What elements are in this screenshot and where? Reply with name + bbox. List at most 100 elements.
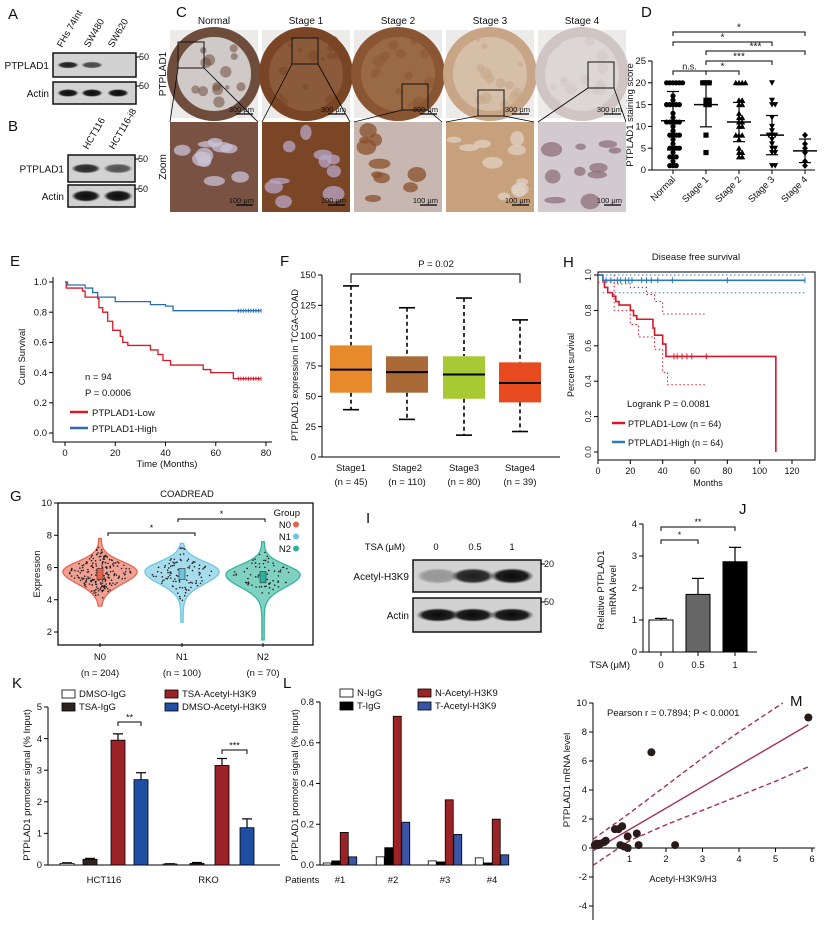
x-tick-label: 3	[700, 854, 705, 865]
sample-point	[191, 562, 193, 565]
sample-point	[89, 577, 91, 579]
plot-frame	[57, 502, 314, 646]
sample-point	[254, 558, 256, 560]
sample-point	[244, 581, 247, 584]
sample-point	[198, 564, 201, 566]
sample-point	[112, 565, 115, 567]
legend-label: PTPLAD1-Low (n = 64)	[628, 419, 721, 429]
sample-point	[258, 566, 261, 569]
data-point	[664, 80, 670, 86]
sample-point	[122, 564, 125, 567]
scale-bar-label: 300 μm	[321, 105, 346, 114]
tissue-texture	[549, 83, 558, 91]
sample-point	[95, 565, 98, 567]
x-axis-label: Acetyl-H3K9/H3	[649, 874, 717, 885]
lane-label: HCT116-i8	[107, 107, 139, 152]
n-label: (n = 70)	[246, 668, 279, 679]
y-tick-label: 0.0	[301, 860, 314, 871]
legend-swatch	[417, 688, 432, 698]
ihc-column-title: Stage 2	[381, 16, 416, 27]
p-value-label: P = 0.02	[418, 259, 453, 270]
sample-point	[182, 553, 185, 555]
blot-band	[57, 61, 79, 69]
bar	[436, 861, 446, 866]
y-tick-label: 10	[41, 498, 52, 509]
sample-point	[97, 587, 99, 590]
y-tick-label: 25	[635, 56, 646, 67]
tissue-core	[264, 32, 348, 116]
tissue-texture	[495, 78, 506, 88]
y-tick-label: 8	[47, 530, 52, 541]
y-axis-label: mRNA level	[608, 565, 619, 615]
sample-point	[183, 548, 186, 550]
scale-bar-label: 100 μm	[505, 196, 530, 205]
y-tick-label: 0	[582, 843, 587, 854]
x-tick-label: Stage 3	[746, 174, 777, 205]
scale-bar-label: 300 μm	[229, 105, 254, 114]
sample-point	[194, 561, 196, 563]
blot-row-label: Actin	[27, 89, 49, 100]
sample-point	[99, 587, 102, 589]
sample-point	[94, 560, 97, 562]
sample-point	[129, 572, 132, 574]
sample-point	[182, 547, 184, 549]
chart-title: COADREAD	[160, 489, 214, 500]
zoom-region-box	[401, 83, 429, 111]
tissue-texture	[333, 50, 343, 60]
data-point	[772, 163, 779, 169]
lane-label: 0.5	[468, 542, 481, 553]
blot-band	[81, 61, 103, 69]
tissue-texture	[302, 83, 309, 90]
sample-point	[87, 568, 89, 571]
molecular-weight-marker: 50	[139, 52, 149, 62]
sample-point	[94, 594, 97, 597]
significance-label: **	[694, 517, 702, 527]
sample-point	[272, 588, 274, 591]
legend-label: PTPLAD1-High	[92, 424, 157, 435]
gland-structure	[373, 172, 390, 184]
sample-point	[252, 559, 254, 561]
scale-bar-label: 100 μm	[321, 196, 346, 205]
sample-point	[263, 559, 265, 562]
tissue-texture	[213, 96, 225, 108]
data-point	[667, 163, 673, 169]
significance-label: *	[220, 509, 224, 519]
sample-point	[103, 577, 106, 579]
data-point	[676, 132, 683, 138]
bar	[427, 860, 437, 866]
sample-point	[277, 586, 280, 588]
sample-point	[101, 563, 104, 565]
sample-point	[87, 576, 89, 578]
legend-label: TSA-Acetyl-H3K9	[182, 689, 256, 700]
sample-point	[80, 569, 83, 572]
sample-point	[101, 565, 103, 567]
sample-point	[108, 558, 111, 561]
zoom-region-box	[477, 89, 505, 117]
sample-point	[281, 566, 284, 569]
blot-band	[490, 608, 534, 622]
legend-swatch	[339, 688, 354, 698]
sample-point	[173, 558, 176, 561]
sample-point	[260, 585, 263, 588]
sample-point	[269, 582, 271, 584]
gland-structure	[589, 162, 608, 173]
sample-point	[104, 579, 107, 581]
y-tick-label: 1	[632, 615, 637, 626]
scale-bar-label: 300 μm	[505, 105, 530, 114]
sample-point	[104, 585, 107, 588]
sample-point	[188, 589, 190, 591]
sample-point	[201, 580, 203, 582]
tissue-texture	[225, 85, 230, 90]
sample-point	[118, 575, 120, 577]
sample-point	[190, 581, 192, 584]
x-tick-label: 0	[62, 448, 67, 459]
tissue-core	[356, 32, 440, 116]
legend-label: DMSO-Acetyl-H3K9	[182, 702, 266, 713]
sample-point	[261, 592, 263, 594]
sample-point	[100, 549, 103, 551]
data-point	[739, 114, 746, 121]
sample-point	[107, 562, 109, 565]
gland-structure	[282, 140, 296, 153]
significance-bracket	[350, 273, 521, 283]
